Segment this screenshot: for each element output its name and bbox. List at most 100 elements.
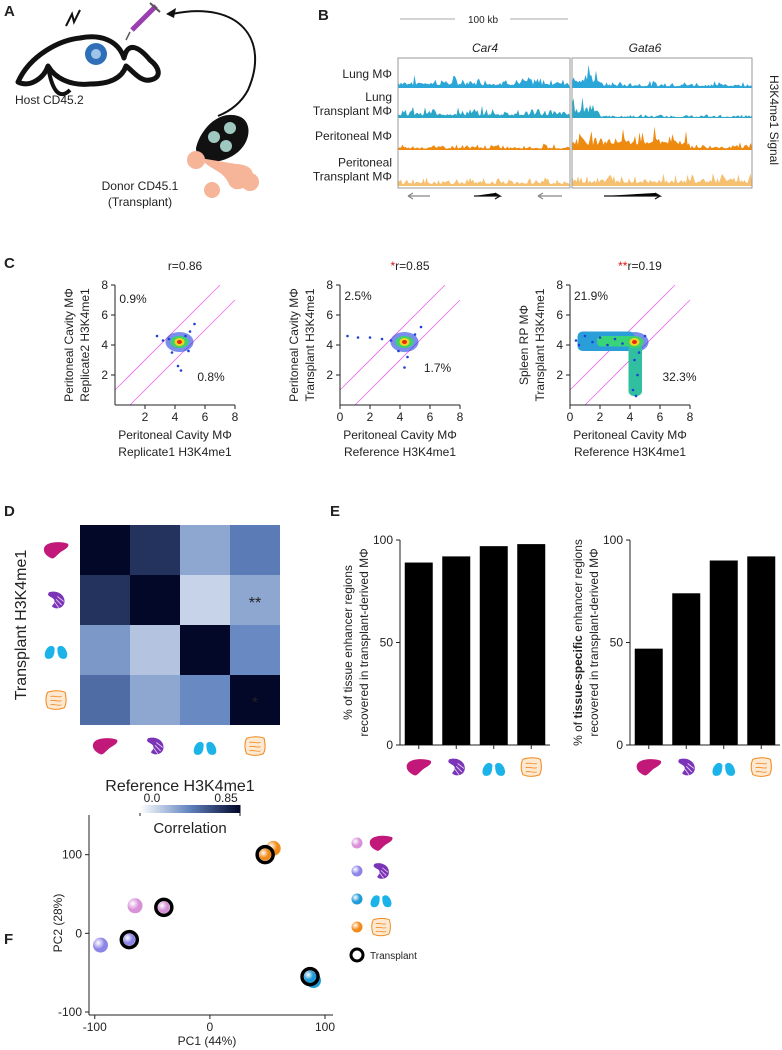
track-label: Lung MΦ <box>342 67 392 81</box>
track-label: Transplant MΦ <box>313 104 392 118</box>
signal-label: H3K4me1 Signal <box>767 75 781 165</box>
point <box>583 334 587 338</box>
y-axis-label: recovered in transplant-derived MΦ <box>357 548 371 736</box>
y-axis-label: Transplant H3K4me1 <box>13 550 30 701</box>
colorbar-step <box>167 805 171 813</box>
y-axis-label-part: % of <box>571 719 585 746</box>
density-cloud <box>628 342 642 396</box>
organ-icon <box>520 757 542 777</box>
signal-track <box>398 143 570 150</box>
scatter-title: **r=0.19 <box>618 259 662 273</box>
organ-icon <box>370 891 392 908</box>
gene-label: Gata6 <box>629 41 662 55</box>
signal-track <box>398 75 570 88</box>
x-tick-label: 0 <box>567 410 574 424</box>
y-tick-label: 4 <box>556 338 563 352</box>
point <box>188 330 192 333</box>
point <box>157 901 170 914</box>
colorbar-step <box>157 805 161 813</box>
colorbar-step <box>182 805 186 813</box>
signal-track <box>398 105 570 118</box>
point <box>123 933 136 946</box>
bar <box>747 556 776 745</box>
x-axis-label: Peritoneal Cavity MΦ <box>573 428 687 442</box>
y-tick-label: -100 <box>58 1005 82 1019</box>
y-axis-label: PC2 (28%) <box>51 894 65 953</box>
y-tick-label: 0 <box>616 738 623 752</box>
y-tick-label: 50 <box>380 636 394 650</box>
colorbar-step <box>205 805 208 813</box>
track-label: Peritoneal <box>338 156 392 170</box>
host-label: Host CD45.2 <box>15 93 84 107</box>
heatmap-cell <box>80 525 130 575</box>
point <box>389 339 393 342</box>
organ-icon <box>677 758 696 776</box>
colorbar-step <box>147 805 151 813</box>
colorbar-step <box>185 805 188 813</box>
organ-icon <box>92 738 118 755</box>
colorbar-step <box>227 805 231 813</box>
colorbar-step <box>155 805 158 813</box>
organ-icon <box>43 542 69 559</box>
point <box>351 865 363 877</box>
point <box>161 339 165 342</box>
colorbar-step <box>212 805 216 813</box>
track-frame <box>571 57 753 189</box>
point <box>606 343 609 347</box>
signal-track <box>398 177 570 186</box>
diagonal-guide <box>129 299 236 406</box>
colorbar-step <box>225 805 228 813</box>
x-tick-label: 4 <box>397 410 404 424</box>
y-axis-label: Peritoneal Cavity MΦ <box>62 288 76 402</box>
bar <box>442 556 471 745</box>
point <box>93 937 109 953</box>
heatmap-cell <box>130 625 180 675</box>
point <box>351 837 363 849</box>
point <box>613 337 617 341</box>
colorbar-step <box>150 805 153 813</box>
bar <box>404 562 433 745</box>
x-tick-label: 0 <box>337 410 344 424</box>
point <box>643 334 647 338</box>
organ-icon <box>45 690 67 710</box>
organ-icon <box>44 641 68 659</box>
colorbar-step <box>165 805 168 813</box>
density-core <box>402 340 407 344</box>
panel-label: A <box>4 3 15 20</box>
point <box>170 351 174 354</box>
heatmap-cell <box>230 575 280 625</box>
colorbar-step <box>180 805 183 813</box>
x-tick-label: 8 <box>687 410 694 424</box>
y-tick-label: 6 <box>326 308 333 322</box>
density-core <box>632 340 637 344</box>
colorbar-step <box>187 805 191 813</box>
track-frame <box>397 57 571 189</box>
colorbar-step <box>197 805 201 813</box>
organ-icon <box>373 862 390 880</box>
diagonal-guide <box>354 299 461 406</box>
organ-icon <box>146 737 164 755</box>
percent-annotation: 21.9% <box>574 289 608 303</box>
scatter-title: r=0.86 <box>168 259 203 273</box>
point <box>380 337 384 341</box>
point <box>397 349 400 353</box>
colorbar-step <box>217 805 221 813</box>
y-tick-label: 100 <box>603 533 623 547</box>
point <box>179 369 183 372</box>
bar <box>672 593 701 745</box>
organ-icon <box>750 757 772 777</box>
x-tick-label: 2 <box>142 410 149 424</box>
point <box>637 351 641 354</box>
panel-label: F <box>4 931 13 948</box>
organ-icon <box>406 759 432 776</box>
point <box>577 343 581 347</box>
y-tick-label: 50 <box>610 636 624 650</box>
x-tick-label: 4 <box>627 410 634 424</box>
x-tick-label: 2 <box>597 410 604 424</box>
density-core <box>177 340 182 344</box>
y-tick-label: 2 <box>326 368 333 382</box>
organ-icon <box>369 835 393 851</box>
transplant-diagram <box>15 2 259 198</box>
x-axis-label: Reference H3K4me1 <box>105 778 255 795</box>
